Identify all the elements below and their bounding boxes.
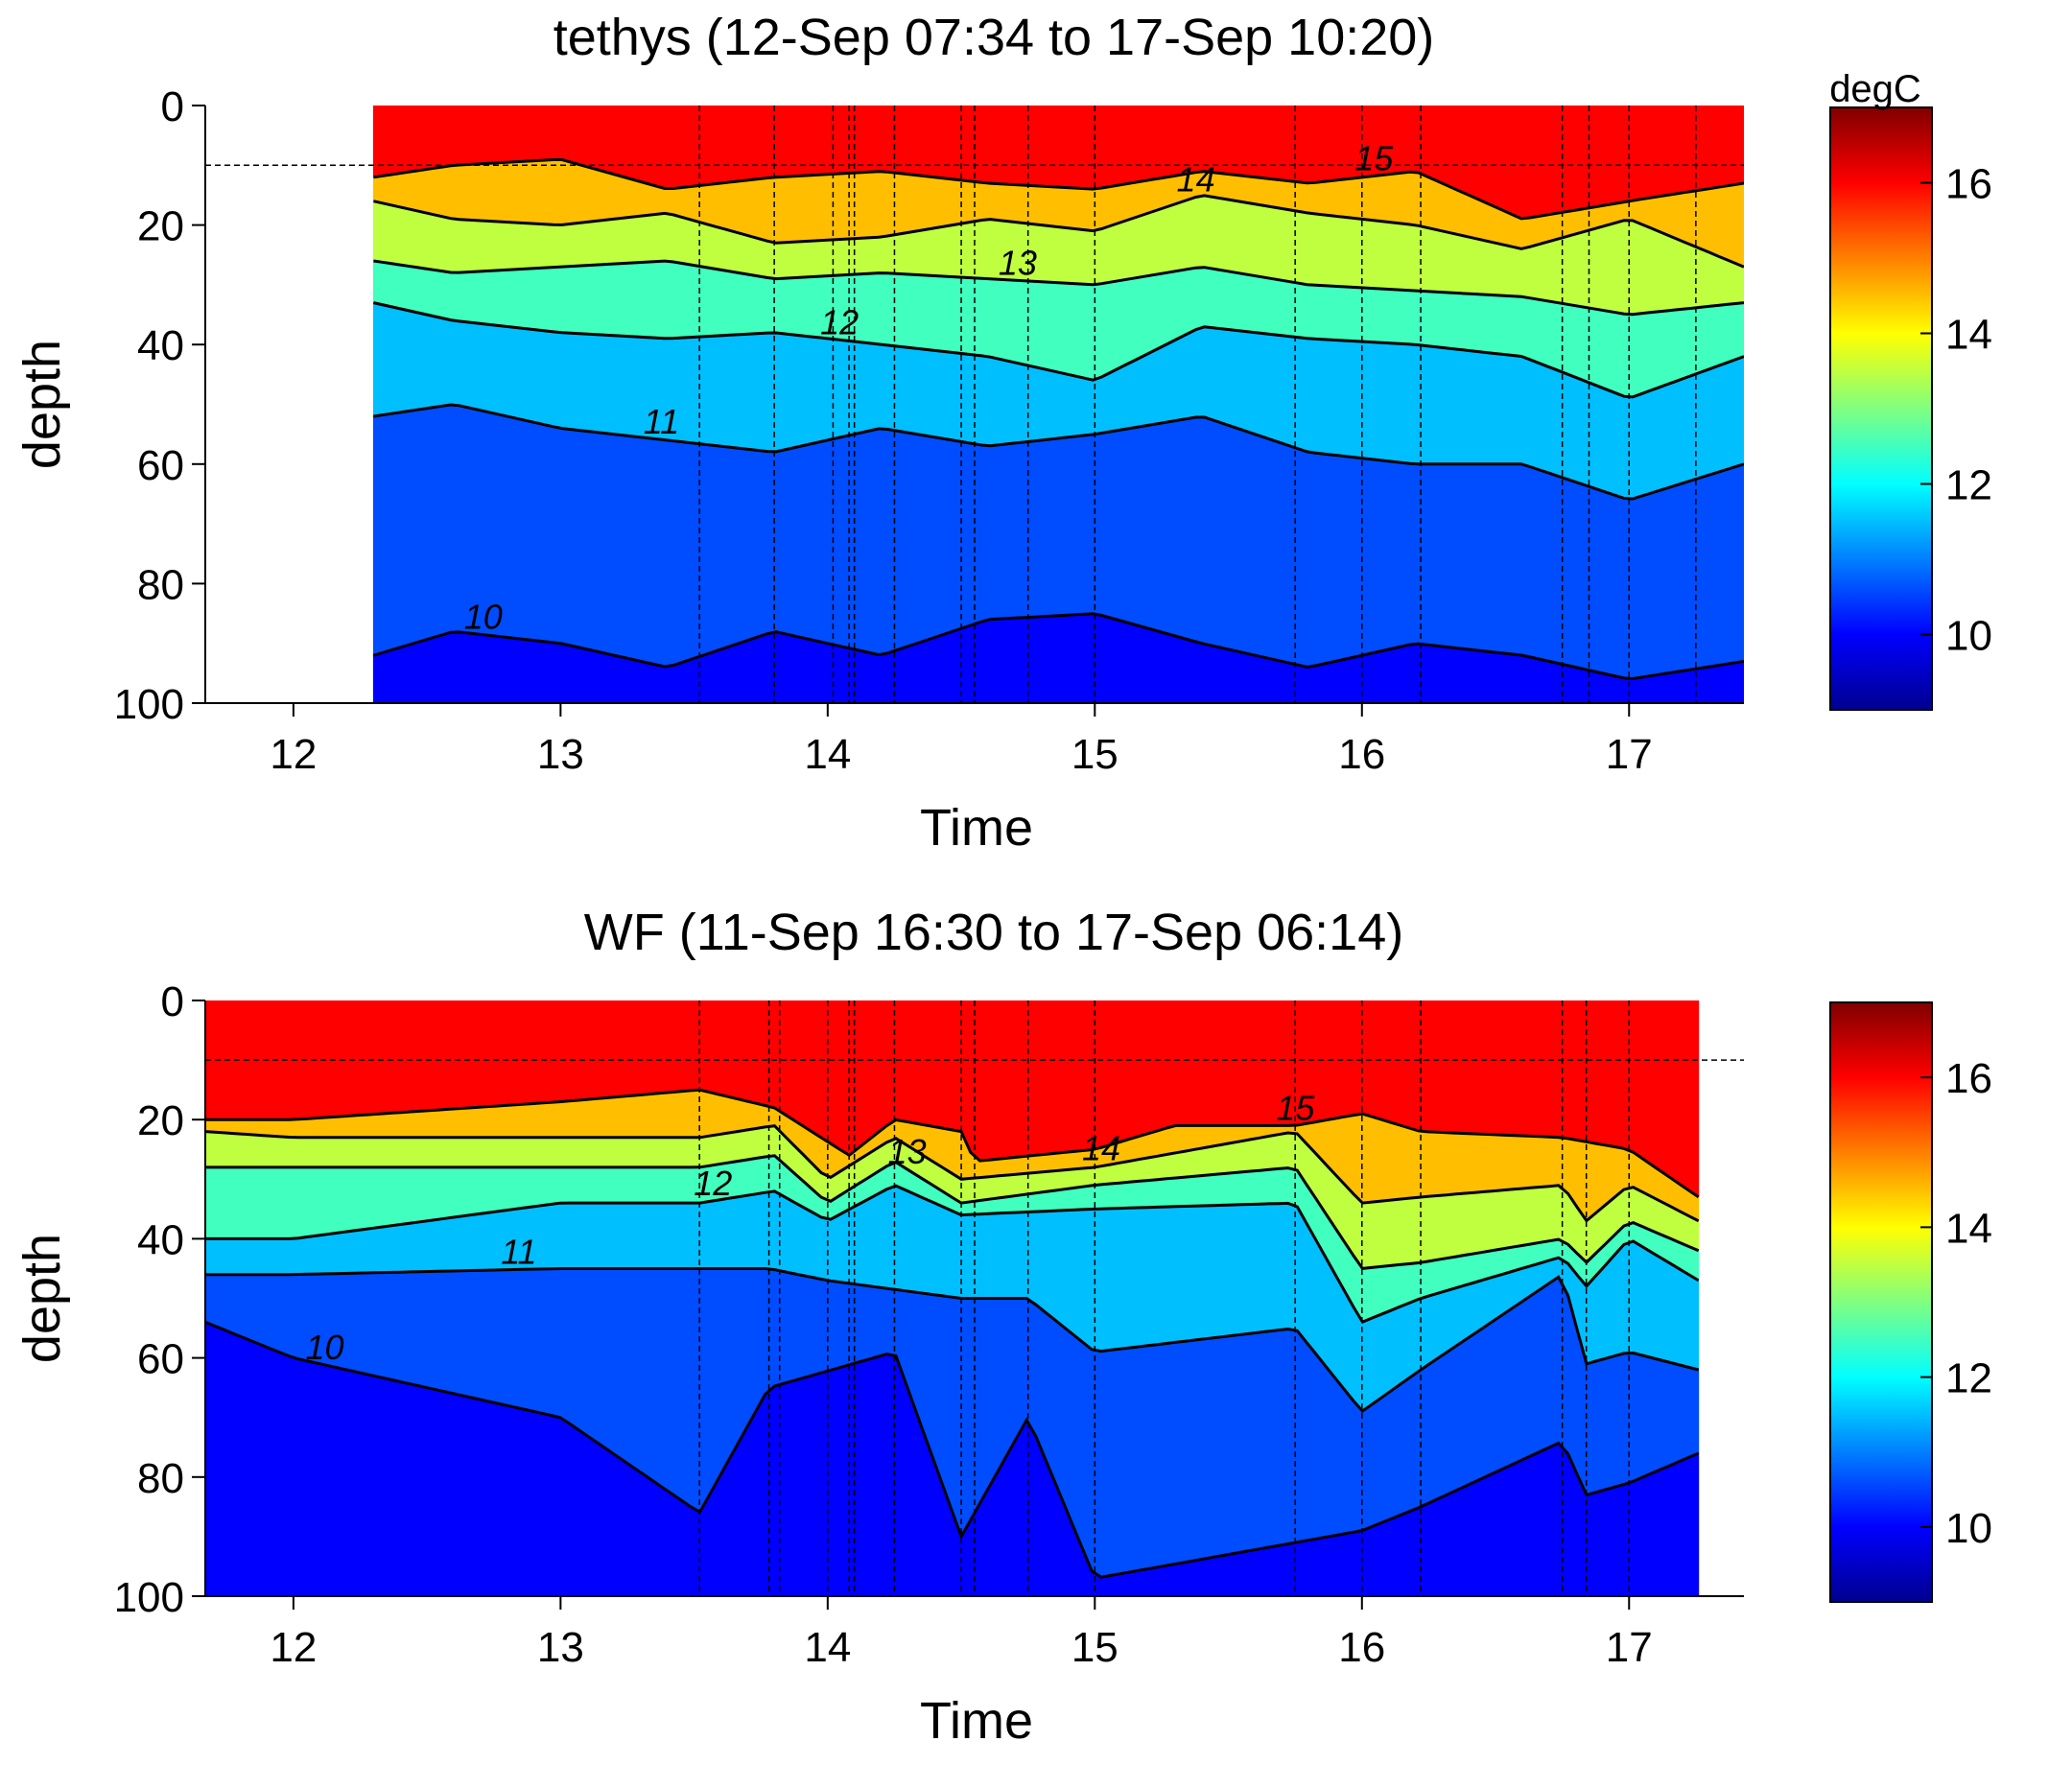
x-tick-label: 13 [537, 1624, 584, 1671]
contour-label: 14 [1177, 160, 1215, 200]
x-axis-label: Time [920, 799, 1033, 857]
y-tick-label: 100 [114, 681, 184, 728]
isotherm-15 [205, 1088, 1700, 1199]
isotherm-13 [373, 259, 1744, 317]
contour-label: 15 [1276, 1088, 1315, 1127]
isotherm-13 [205, 1154, 1700, 1270]
isotherm-lines [372, 158, 1744, 681]
y-axis-label: depth [13, 1234, 71, 1363]
x-tick-label: 14 [804, 1624, 851, 1671]
y-tick-label: 20 [137, 1097, 184, 1144]
y-axis-label: depth [13, 340, 71, 469]
temperature-field [205, 1000, 1700, 1596]
x-axis-label: Time [920, 1692, 1033, 1750]
y-tick-label: 40 [137, 1216, 184, 1263]
y-tick-label: 20 [137, 203, 184, 250]
x-tick-label: 15 [1071, 1624, 1118, 1671]
isotherm-11 [205, 1267, 1700, 1414]
contour-label: 13 [999, 243, 1037, 282]
colorbar-tick-label: 10 [1945, 613, 1992, 660]
temperature-field [372, 106, 1744, 703]
panel-2: 10 11 12 13 14 15 0 20 40 60 80 100 12 13 14 15 16 17 WF (… [13, 904, 1992, 1750]
isotherm-15 [373, 158, 1744, 221]
colorbar-tick-label: 16 [1945, 1055, 1992, 1102]
contour-label: 10 [306, 1328, 344, 1367]
x-tick-label: 16 [1338, 1624, 1385, 1671]
contour-label: 10 [464, 598, 503, 637]
isotherm-10 [205, 1320, 1700, 1579]
colorbar: 10 12 14 16 [1829, 1001, 1992, 1603]
colorbar-tick-label: 14 [1945, 312, 1992, 359]
y-tick-label: 60 [137, 1336, 184, 1383]
contour-label: 12 [820, 302, 859, 341]
colorbar: 10 12 14 16 degC [1829, 68, 1992, 711]
x-tick-label: 17 [1606, 731, 1653, 778]
y-tick-label: 0 [161, 83, 184, 130]
contour-label: 13 [888, 1132, 927, 1171]
colorbar-tick-label: 12 [1945, 462, 1992, 509]
colorbar-tick-label: 16 [1945, 161, 1992, 208]
y-tick-label: 0 [161, 978, 184, 1025]
x-tick-label: 12 [270, 1624, 317, 1671]
isotherm-11 [373, 403, 1744, 501]
colorbar-label: degC [1829, 68, 1921, 110]
x-tick-label: 16 [1338, 731, 1385, 778]
x-tick-label: 14 [804, 731, 851, 778]
colorbar-scale [1829, 1001, 1933, 1603]
chart-title: tethys (12-Sep 07:34 to 17-Sep 10:20) [553, 9, 1435, 66]
isotherm-12 [205, 1184, 1700, 1324]
x-tick-label: 15 [1071, 731, 1118, 778]
isotherm-10 [372, 612, 1744, 681]
panel-1: 10 11 12 13 14 15 0 20 40 60 80 100 12 13 14 15 16 17 teth… [13, 9, 1992, 857]
colorbar-tick-label: 10 [1945, 1505, 1992, 1552]
y-tick-label: 100 [114, 1574, 184, 1621]
y-tick-label: 40 [137, 322, 184, 369]
x-tick-label: 17 [1606, 1624, 1653, 1671]
x-tick-label: 12 [270, 731, 317, 778]
y-tick-label: 80 [137, 561, 184, 608]
colorbar-tick-label: 14 [1945, 1205, 1992, 1252]
colorbar-scale [1829, 106, 1933, 711]
isotherm-14 [373, 194, 1744, 269]
isotherm-14 [205, 1124, 1700, 1223]
contour-label: 14 [1082, 1129, 1120, 1168]
contour-label: 15 [1354, 138, 1394, 177]
contour-label: 12 [694, 1164, 732, 1203]
isotherm-lines [205, 1088, 1700, 1579]
contour-label: 11 [644, 402, 679, 441]
chart-title: WF (11-Sep 16:30 to 17-Sep 06:14) [584, 904, 1403, 961]
contour-label: 11 [501, 1232, 536, 1271]
x-tick-label: 13 [537, 731, 584, 778]
y-tick-label: 80 [137, 1455, 184, 1502]
y-tick-label: 60 [137, 442, 184, 489]
isotherm-12 [373, 301, 1744, 399]
colorbar-tick-label: 12 [1945, 1355, 1992, 1402]
